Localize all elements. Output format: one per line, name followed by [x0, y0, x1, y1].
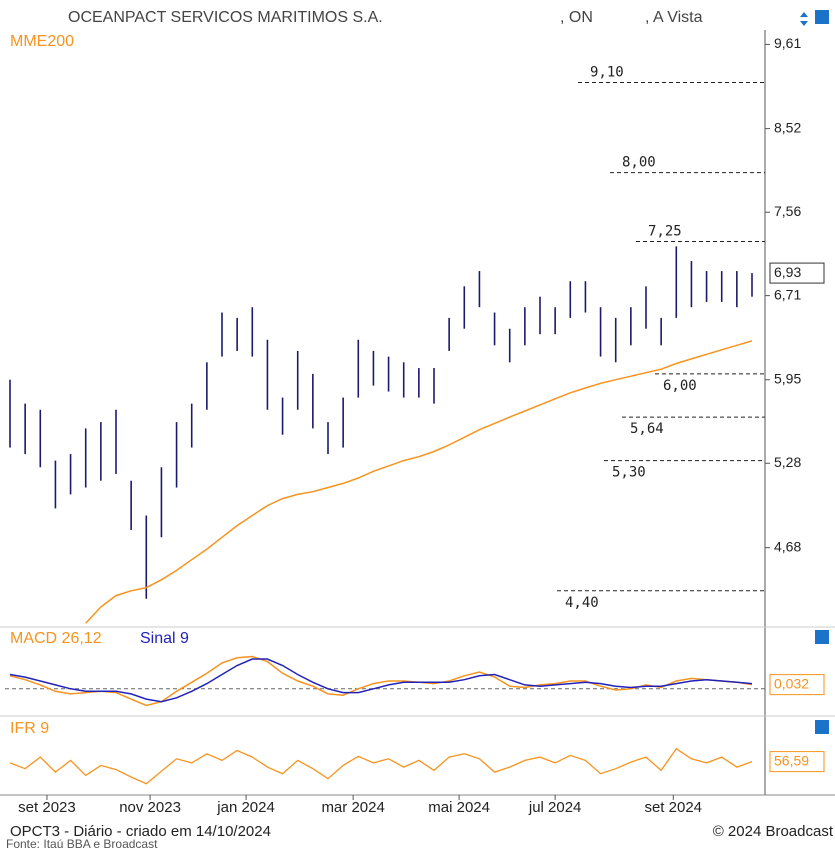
macd-line [9, 658, 753, 703]
market: , A Vista [645, 9, 703, 26]
y-tick-label: 6,71 [774, 286, 801, 302]
y-tick-label: 8,52 [774, 119, 801, 135]
last-price-label: 6,93 [774, 264, 801, 280]
level-label: 7,25 [648, 224, 682, 240]
x-tick-label: jan 2024 [216, 799, 275, 816]
chart-title: OCEANPACT SERVICOS MARITIMOS S.A. [68, 9, 383, 26]
x-tick-label: mai 2024 [428, 799, 490, 816]
level-label: 5,30 [612, 465, 646, 481]
y-tick-label: 4,68 [774, 538, 801, 554]
mme-line [85, 340, 753, 624]
signal-label: Sinal 9 [140, 630, 189, 647]
share-class: , ON [560, 9, 593, 26]
source: Fonte: Itaú BBA e Broadcast [6, 837, 158, 851]
export-icon[interactable] [815, 720, 829, 734]
ifr-label: IFR 9 [10, 720, 49, 737]
macd-value-label: 0,032 [774, 675, 809, 691]
level-label: 5,64 [630, 421, 664, 437]
level-label: 8,00 [622, 155, 656, 171]
x-tick-label: set 2024 [644, 799, 702, 816]
macd-line [9, 655, 753, 707]
x-tick-label: set 2023 [18, 799, 76, 816]
macd-label: MACD 26,12 [10, 630, 102, 647]
y-tick-label: 9,61 [774, 35, 801, 51]
footer-right: © 2024 Broadcast [713, 823, 834, 840]
ifr-line [9, 747, 753, 785]
level-label: 6,00 [663, 378, 697, 394]
footer-left: OPCT3 - Diário - criado em 14/10/2024 [10, 823, 271, 840]
ifr-value-box [769, 751, 825, 773]
macd-value-box [769, 674, 825, 696]
x-tick-label: nov 2023 [119, 799, 181, 816]
y-tick-label: 5,28 [774, 454, 801, 470]
y-tick-label: 5,95 [774, 370, 801, 386]
scroll-icon[interactable] [800, 12, 808, 26]
mme-label: MME200 [10, 33, 74, 50]
x-tick-label: jul 2024 [528, 799, 582, 816]
export-icon[interactable] [815, 10, 829, 24]
export-icon[interactable] [815, 630, 829, 644]
y-tick-label: 7,56 [774, 203, 801, 219]
level-label: 4,40 [565, 595, 599, 611]
last-price-box [769, 262, 825, 284]
ifr-value-label: 56,59 [774, 752, 809, 768]
x-tick-label: mar 2024 [321, 799, 384, 816]
level-label: 9,10 [590, 65, 624, 81]
